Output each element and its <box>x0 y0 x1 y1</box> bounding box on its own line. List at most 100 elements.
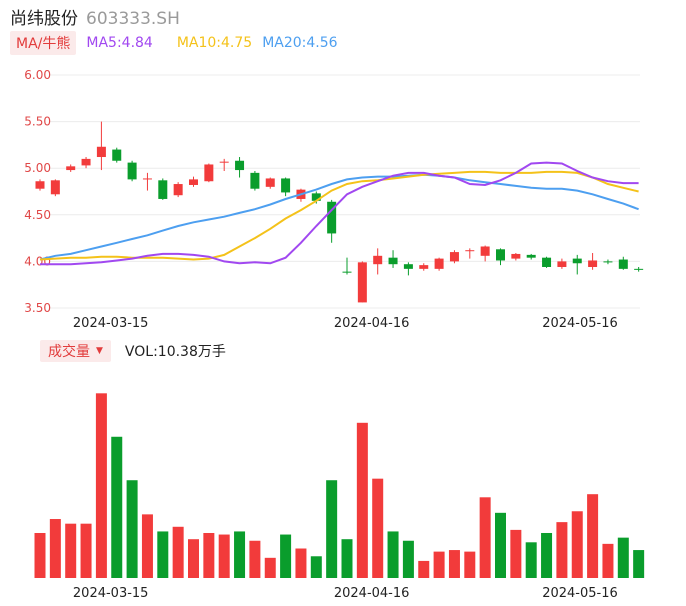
ma20-line <box>39 173 639 261</box>
volume-bar <box>510 529 522 578</box>
volume-bar <box>341 539 353 578</box>
candle-body <box>204 164 214 182</box>
volume-bar <box>295 548 307 578</box>
x-tick-label: 2024-04-16 <box>334 316 410 331</box>
candle-body <box>235 160 245 171</box>
volume-bar <box>372 478 384 578</box>
candle-body <box>250 172 260 189</box>
candle-body <box>66 166 76 171</box>
ma20-value: MA20:4.56 <box>262 35 338 51</box>
candle-body <box>50 180 60 195</box>
candle-body <box>127 162 137 180</box>
candle-body <box>618 259 628 269</box>
volume-bar <box>141 514 153 578</box>
volume-bar <box>387 531 399 578</box>
candle-body <box>588 260 598 267</box>
volume-bar <box>541 532 553 578</box>
candle-body <box>173 184 183 196</box>
volume-bar <box>234 531 246 578</box>
y-tick-label: 5.50 <box>24 115 51 129</box>
price-chart[interactable]: 6.00 5.50 5.00 4.50 4.00 3.50 2024-03-15 2024-0… <box>0 0 686 340</box>
volume-toggle-button[interactable]: 成交量 ▼ <box>40 340 111 362</box>
ma10-line <box>39 170 639 261</box>
candle-body <box>281 178 291 193</box>
title-row: 尚纬股份 603333.SH <box>10 4 180 29</box>
candle-body <box>603 261 613 263</box>
volume-bar <box>80 523 92 578</box>
candle-body <box>634 268 644 270</box>
x-tick-label: 2024-05-16 <box>542 586 618 601</box>
y-tick-label: 3.50 <box>24 301 51 315</box>
candle-body <box>142 178 152 180</box>
volume-bar <box>157 531 169 578</box>
ma-toggle-button[interactable]: MA/牛熊 <box>10 31 77 55</box>
y-tick-label: 4.00 <box>24 254 51 268</box>
candle-body <box>480 246 490 256</box>
volume-bar <box>280 534 292 578</box>
volume-bar <box>418 560 430 578</box>
y-tick-label: 6.00 <box>24 68 51 82</box>
candle-body <box>434 258 444 269</box>
candle-body <box>189 179 198 185</box>
volume-bar <box>126 480 138 578</box>
candle-body <box>373 255 383 265</box>
volume-bar <box>111 436 123 578</box>
candle-body <box>496 249 505 261</box>
volume-toggle-label: 成交量 <box>48 344 90 360</box>
caret-down-icon: ▼ <box>96 346 103 356</box>
x-tick-label: 2024-05-16 <box>542 316 618 331</box>
ma5-line <box>40 161 639 266</box>
candle-body <box>511 253 521 259</box>
x-tick-label: 2024-03-15 <box>73 316 149 331</box>
candle-body <box>357 262 367 303</box>
volume-bar <box>49 519 61 578</box>
volume-bar <box>218 534 230 578</box>
candle-body <box>572 258 582 264</box>
volume-legend: 成交量 ▼ VOL:10.38万手 <box>40 340 226 362</box>
volume-bar <box>617 537 629 578</box>
volume-bar <box>633 550 645 578</box>
candle-body <box>265 178 275 187</box>
volume-bar <box>433 551 445 578</box>
volume-bar <box>203 532 215 578</box>
volume-bar <box>249 540 261 578</box>
candle-body <box>419 265 429 269</box>
candle-body <box>35 181 45 189</box>
x-tick-label: 2024-04-16 <box>334 586 410 601</box>
ma-legend: MA/牛熊 MA5:4.84 MA10:4.75 MA20:4.56 <box>10 31 338 55</box>
candle-body <box>403 264 413 269</box>
volume-bar <box>464 551 476 578</box>
ma5-value: MA5:4.84 <box>86 35 153 51</box>
volume-bar <box>310 556 322 578</box>
volume-chart[interactable]: 2024-03-15 2024-04-16 2024-05-16 <box>0 366 686 606</box>
volume-bar <box>264 557 276 578</box>
volume-bar <box>556 522 568 578</box>
candle-body <box>465 250 475 252</box>
volume-bar <box>571 511 583 578</box>
volume-bar <box>326 480 338 578</box>
candle-body <box>327 201 337 234</box>
volume-bar <box>65 523 77 578</box>
candle-body <box>449 252 459 262</box>
stock-name: 尚纬股份 <box>10 9 78 29</box>
volume-bar <box>602 543 614 578</box>
candle-body <box>542 257 552 267</box>
ma10-value: MA10:4.75 <box>176 35 253 51</box>
x-tick-label: 2024-03-15 <box>73 586 149 601</box>
candle-body <box>311 193 321 201</box>
candle-body <box>557 261 567 267</box>
candle-body <box>388 257 398 265</box>
volume-bar <box>525 542 537 578</box>
candle-body <box>219 161 229 163</box>
volume-bar <box>587 494 599 578</box>
candle-body <box>526 254 536 258</box>
volume-bar <box>479 497 491 578</box>
candle-body <box>158 180 168 199</box>
candle-body <box>81 158 91 166</box>
volume-bar <box>34 532 46 578</box>
volume-bar <box>172 526 184 578</box>
volume-bar <box>448 550 460 578</box>
volume-bar <box>356 422 368 578</box>
candle-body <box>112 149 122 161</box>
volume-bar <box>95 393 107 578</box>
